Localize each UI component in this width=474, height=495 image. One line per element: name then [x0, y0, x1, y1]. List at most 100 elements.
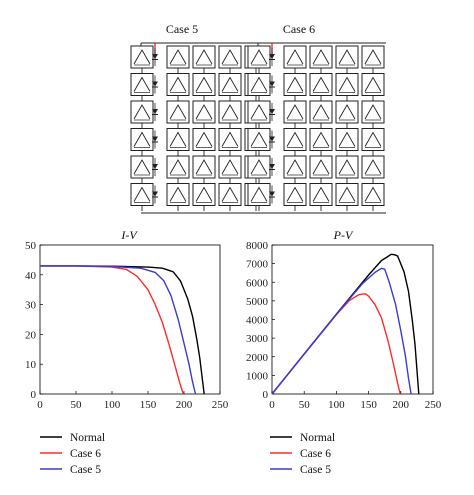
pv-module [166, 183, 190, 206]
pv-module [283, 183, 307, 206]
pv-x-tick-label: 100 [328, 399, 345, 411]
iv-legend-label: Case 6 [70, 448, 101, 460]
pv-module [247, 183, 271, 206]
pv-y-tick-label: 7000 [246, 259, 269, 271]
iv-y-tick-label: 50 [25, 240, 37, 252]
iv-x-tick-label: 250 [212, 399, 229, 411]
pv-module [283, 155, 307, 179]
pv-series-case-6 [271, 293, 401, 395]
pv-y-tick-label: 5000 [246, 296, 269, 308]
bypass-diode-icon [152, 48, 158, 66]
pv-module [192, 100, 216, 124]
pv-x-tick-label: 50 [299, 399, 311, 411]
pv-module [247, 155, 271, 179]
pv-module [361, 128, 385, 151]
case6-title: Case 6 [283, 22, 315, 36]
pv-x-tick-label: 150 [360, 399, 377, 411]
pv-module [309, 155, 333, 179]
pv-series-normal [271, 253, 420, 395]
bypass-diode-icon [269, 103, 275, 121]
pv-module [218, 73, 242, 96]
bypass-diode-icon [152, 185, 158, 204]
pv-series-case-5 [271, 267, 412, 395]
iv-series-normal [40, 265, 205, 395]
case5-title: Case 5 [166, 22, 198, 36]
pv-module [130, 183, 154, 206]
iv-x-tick-label: 150 [140, 399, 157, 411]
pv-y-tick-label: 4000 [246, 315, 269, 327]
pv-legend: Normal Case 6 Case 5 [270, 432, 335, 476]
pv-module [335, 128, 359, 151]
pv-x-tick-label: 200 [393, 399, 410, 411]
pv-module [192, 155, 216, 179]
pv-module [361, 183, 385, 206]
iv-chart: I-V 0 50 100 150 200 250 0 10 20 30 40 50 [25, 228, 229, 411]
iv-x-tick-label: 0 [37, 399, 43, 411]
pv-module [335, 45, 359, 69]
pv-module [335, 100, 359, 124]
pv-module [361, 45, 385, 69]
pv-module [166, 155, 190, 179]
pv-module [166, 45, 190, 69]
circuit-diagram: Case 5 Case 6 [130, 22, 386, 214]
iv-series-case-5 [40, 265, 197, 395]
bypass-diode-icon [269, 185, 275, 204]
pv-module [192, 183, 216, 206]
iv-legend-label: Case 5 [70, 464, 101, 476]
pv-module [247, 45, 271, 69]
pv-legend-label: Case 6 [300, 448, 331, 460]
pv-module [130, 73, 154, 96]
pv-module [361, 73, 385, 96]
pv-module [218, 45, 242, 69]
pv-module [309, 100, 333, 124]
bypass-diode-icon [269, 130, 275, 149]
pv-module [218, 128, 242, 151]
iv-legend: Normal Case 6 Case 5 [40, 432, 105, 476]
pv-chart-title: P-V [333, 228, 354, 242]
pv-module [335, 183, 359, 206]
iv-series [40, 265, 205, 395]
pv-module [335, 73, 359, 96]
pv-module [166, 128, 190, 151]
pv-x-tick-label: 0 [269, 399, 275, 411]
iv-x-tick-label: 100 [104, 399, 121, 411]
pv-module [166, 100, 190, 124]
pv-x-tick-label: 250 [425, 399, 442, 411]
pv-module [192, 73, 216, 96]
pv-module [130, 128, 154, 151]
iv-y-tick-label: 0 [31, 389, 37, 401]
pv-module [283, 45, 307, 69]
pv-series [271, 253, 420, 395]
bypass-diode-icon [152, 130, 158, 149]
bypass-diode-icon [269, 75, 275, 94]
iv-y-tick-label: 20 [25, 329, 37, 341]
iv-y-tick-label: 10 [25, 359, 37, 371]
iv-y-tick-label: 30 [25, 300, 37, 312]
bypass-diode-icon [152, 103, 158, 121]
pv-module [130, 100, 154, 124]
iv-ticks: 0 50 100 150 200 250 0 10 20 30 40 50 [25, 240, 229, 411]
pv-module [130, 45, 154, 69]
bypass-diode-icon [152, 75, 158, 94]
pv-module [192, 45, 216, 69]
pv-module [335, 155, 359, 179]
pv-module [283, 128, 307, 151]
case6-array [247, 42, 386, 214]
pv-chart: P-V 0 50 100 150 200 250 0 1000 2000 3000 4000 5000… [246, 228, 442, 411]
pv-y-tick-label: 2000 [246, 352, 269, 364]
pv-module [130, 155, 154, 179]
pv-plot-frame [271, 244, 434, 395]
pv-legend-label: Normal [300, 432, 335, 444]
pv-module [218, 183, 242, 206]
pv-y-tick-label: 1000 [246, 370, 269, 382]
pv-module [166, 73, 190, 96]
case5-array [130, 42, 269, 214]
pv-module [218, 155, 242, 179]
pv-module [283, 73, 307, 96]
pv-module [247, 73, 271, 96]
pv-ticks: 0 50 100 150 200 250 0 1000 2000 3000 4000 5000 6000… [246, 240, 442, 411]
iv-x-tick-label: 50 [71, 399, 83, 411]
iv-x-tick-label: 200 [176, 399, 193, 411]
pv-y-tick-label: 3000 [246, 333, 269, 345]
